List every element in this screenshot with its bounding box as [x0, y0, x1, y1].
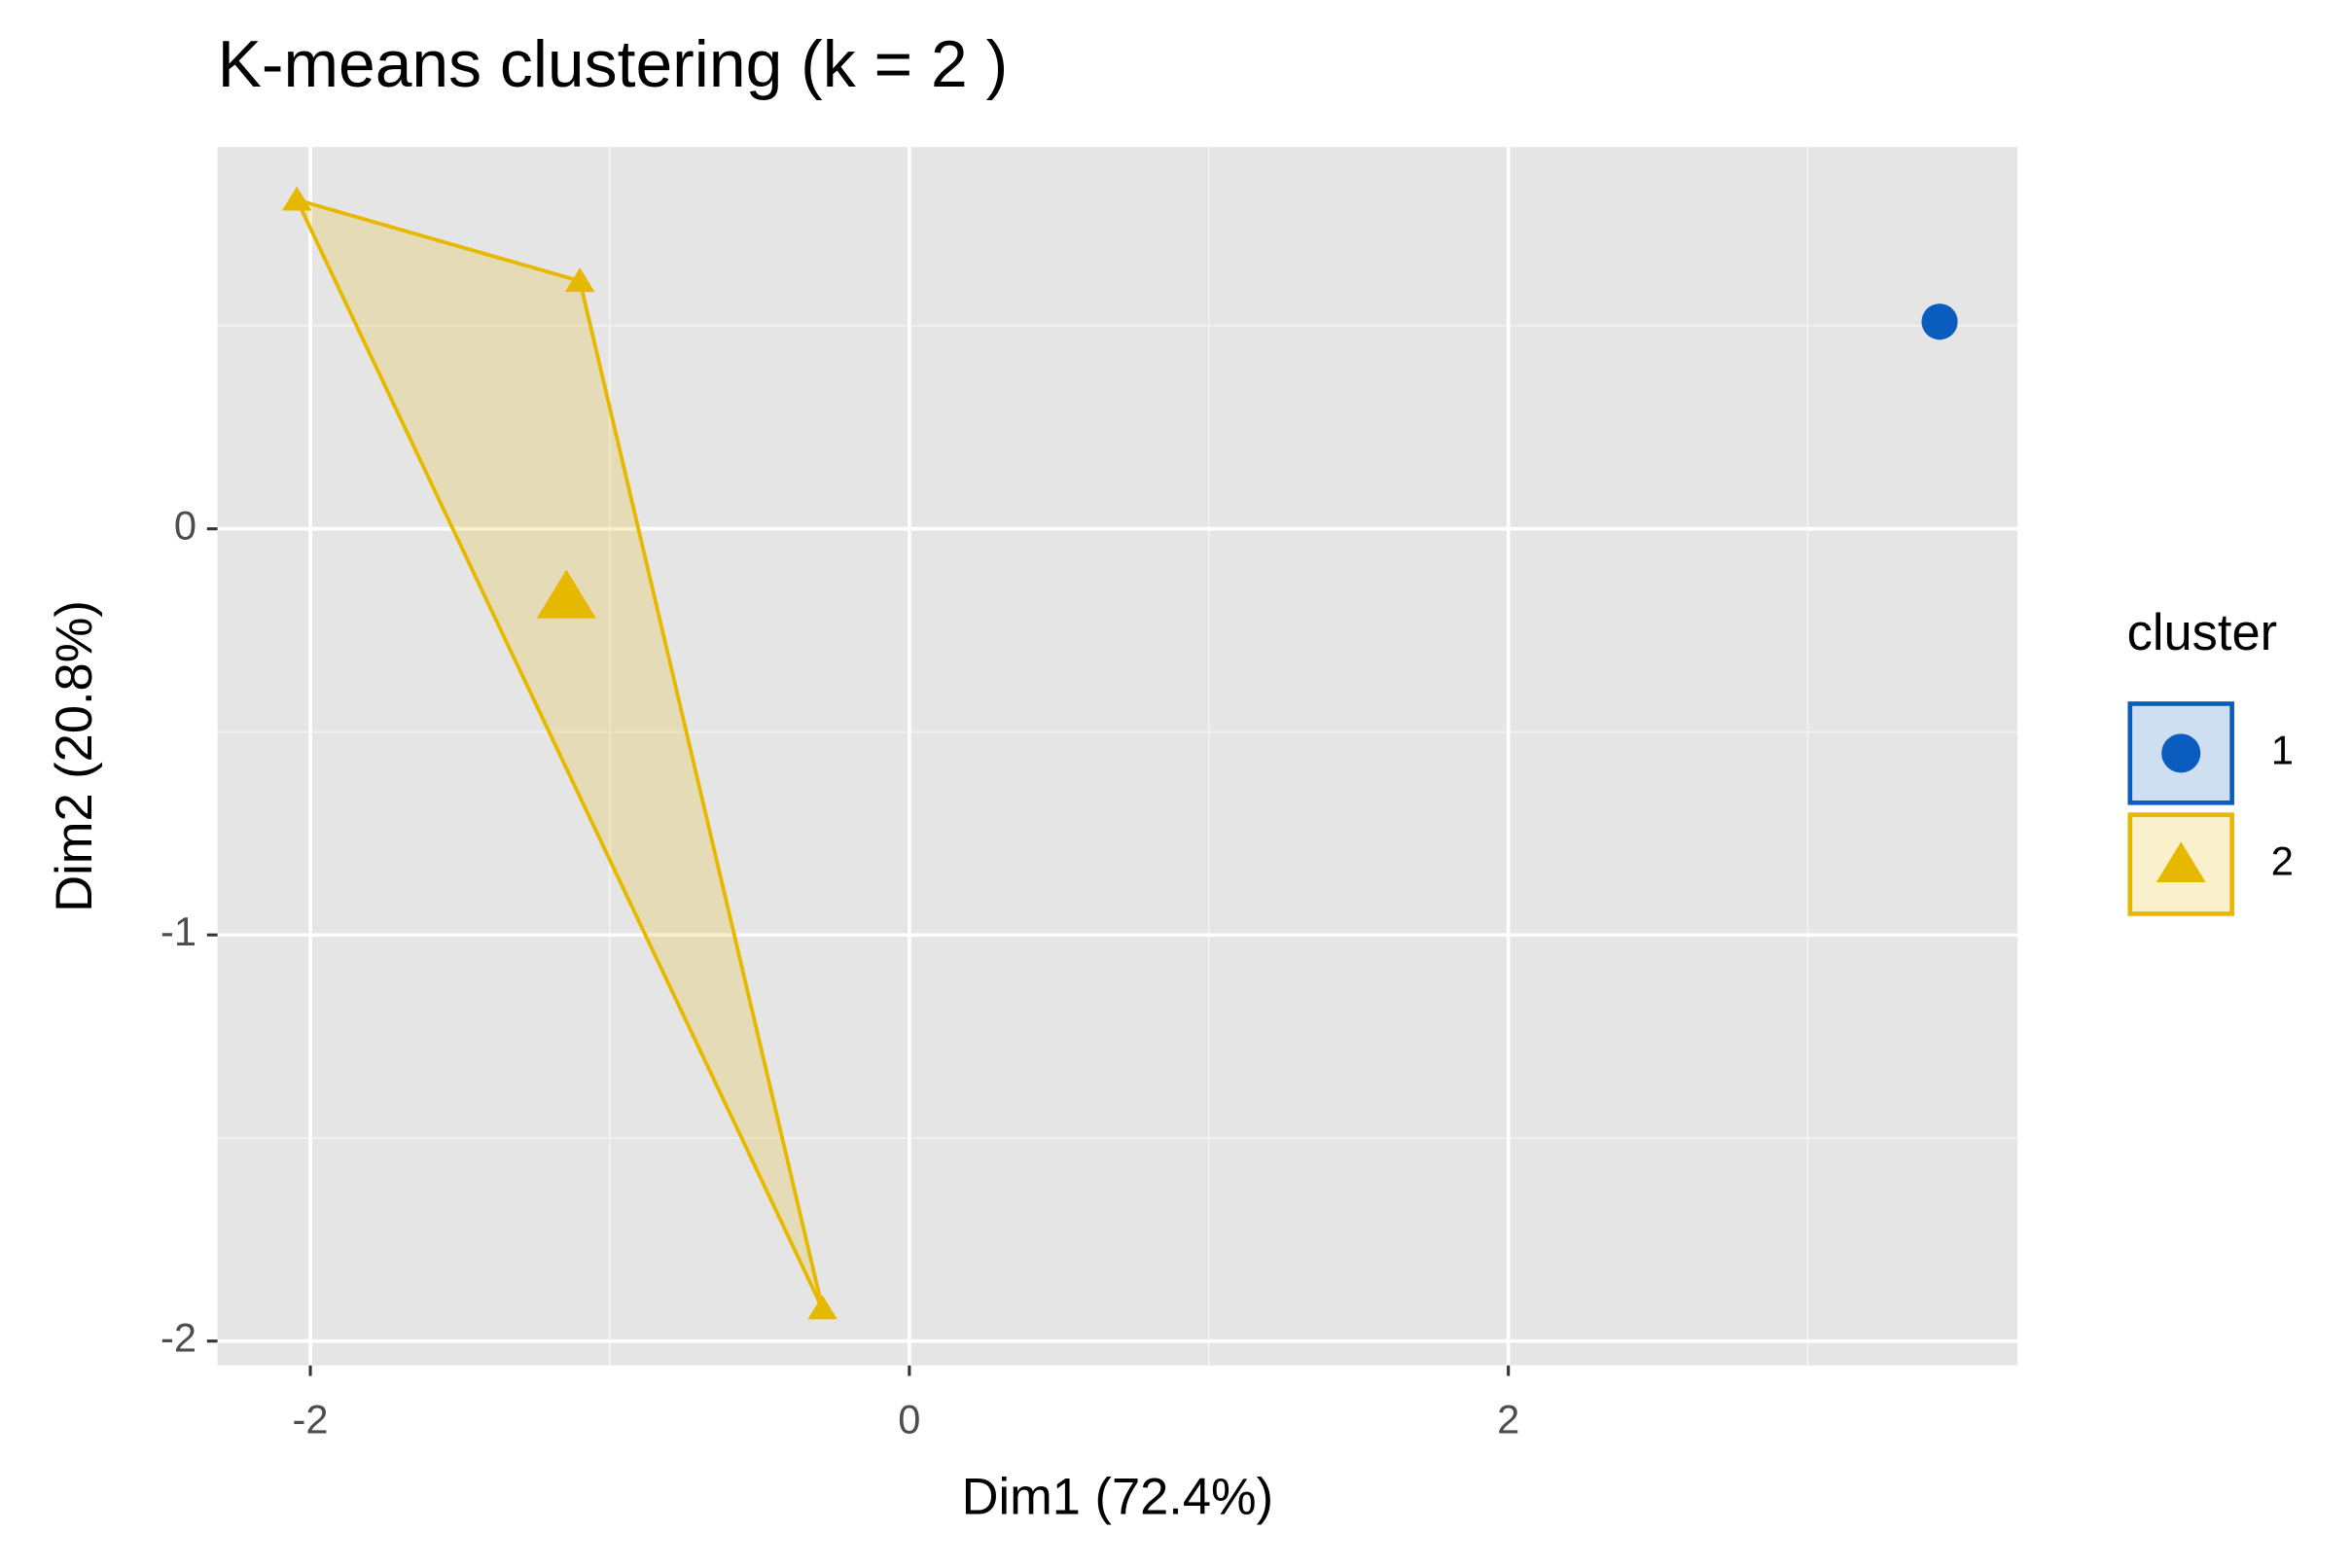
cluster-center — [536, 569, 596, 619]
legend-label: 1 — [2271, 727, 2294, 772]
x-tick-label: 2 — [1497, 1396, 1519, 1442]
y-axis-title: Dim2 (20.8%) — [47, 600, 103, 912]
cluster-center — [1921, 303, 1958, 340]
x-axis-title: Dim1 (72.4%) — [962, 1469, 1273, 1525]
data-point — [807, 1295, 837, 1320]
x-tick-label: -2 — [293, 1396, 329, 1442]
x-tick-label: 0 — [898, 1396, 920, 1442]
chart-title: K-means clustering (k = 2 ) — [218, 28, 1009, 101]
plot-panel — [217, 147, 2018, 1366]
y-tick-label: -2 — [160, 1315, 196, 1361]
y-tick-label: -1 — [160, 909, 196, 954]
data-point — [281, 186, 312, 211]
legend-marker — [2156, 841, 2206, 883]
cluster-hull — [293, 196, 825, 1310]
data-point — [564, 267, 595, 293]
legend-label: 2 — [2271, 838, 2294, 884]
legend-marker — [2161, 733, 2201, 773]
legend-title: cluster — [2127, 605, 2277, 661]
y-tick-label: 0 — [174, 503, 196, 549]
